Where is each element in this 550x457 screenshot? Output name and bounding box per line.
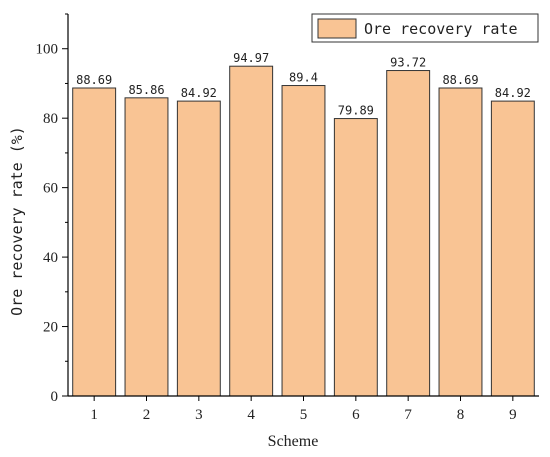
bar bbox=[490, 100, 535, 397]
bar bbox=[333, 118, 378, 397]
x-tick-label: 3 bbox=[195, 407, 203, 423]
x-tick-label: 9 bbox=[509, 407, 517, 423]
bar bbox=[386, 70, 431, 397]
data-label: 94.97 bbox=[233, 51, 269, 65]
data-label: 85.86 bbox=[128, 83, 164, 97]
x-tick-label: 2 bbox=[143, 407, 151, 423]
data-label: 84.92 bbox=[181, 86, 217, 100]
y-axis-title: Ore recovery rate (%) bbox=[8, 126, 26, 316]
y-axis: 0 20 40 60 80 100 bbox=[36, 13, 69, 405]
y-tick-label: 0 bbox=[51, 389, 59, 405]
data-label: 93.72 bbox=[390, 56, 426, 70]
x-tick-label: 4 bbox=[247, 407, 255, 423]
y-tick-label: 20 bbox=[43, 320, 58, 336]
bar bbox=[176, 100, 221, 397]
y-tick-label: 80 bbox=[43, 111, 58, 127]
x-tick-label: 6 bbox=[352, 407, 360, 423]
data-label: 84.92 bbox=[495, 86, 531, 100]
legend-swatch bbox=[317, 18, 357, 39]
x-tick-label: 1 bbox=[90, 407, 98, 423]
x-tick-label: 7 bbox=[404, 407, 412, 423]
legend: Ore recovery rate bbox=[311, 13, 539, 43]
data-label: 88.69 bbox=[76, 73, 112, 87]
data-label: 89.4 bbox=[289, 71, 318, 85]
legend-label: Ore recovery rate bbox=[364, 20, 518, 38]
y-tick-label: 60 bbox=[43, 181, 58, 197]
y-tick-label: 100 bbox=[36, 42, 59, 58]
x-tick-label: 5 bbox=[300, 407, 308, 423]
bar bbox=[72, 87, 117, 397]
bar bbox=[281, 85, 326, 397]
x-axis: 1 2 3 4 5 6 7 8 9 bbox=[68, 395, 539, 423]
data-label: 88.69 bbox=[442, 73, 478, 87]
x-axis-title: Scheme bbox=[268, 433, 319, 450]
plot-area: 88.69 85.86 84.92 94.97 89.4 79.89 93.72 88.69 8… bbox=[72, 51, 535, 397]
bar bbox=[229, 65, 274, 397]
y-tick-label: 40 bbox=[43, 250, 58, 266]
bar bbox=[438, 87, 483, 397]
data-label: 79.89 bbox=[338, 104, 374, 118]
bar bbox=[124, 97, 169, 397]
x-tick-label: 8 bbox=[457, 407, 465, 423]
